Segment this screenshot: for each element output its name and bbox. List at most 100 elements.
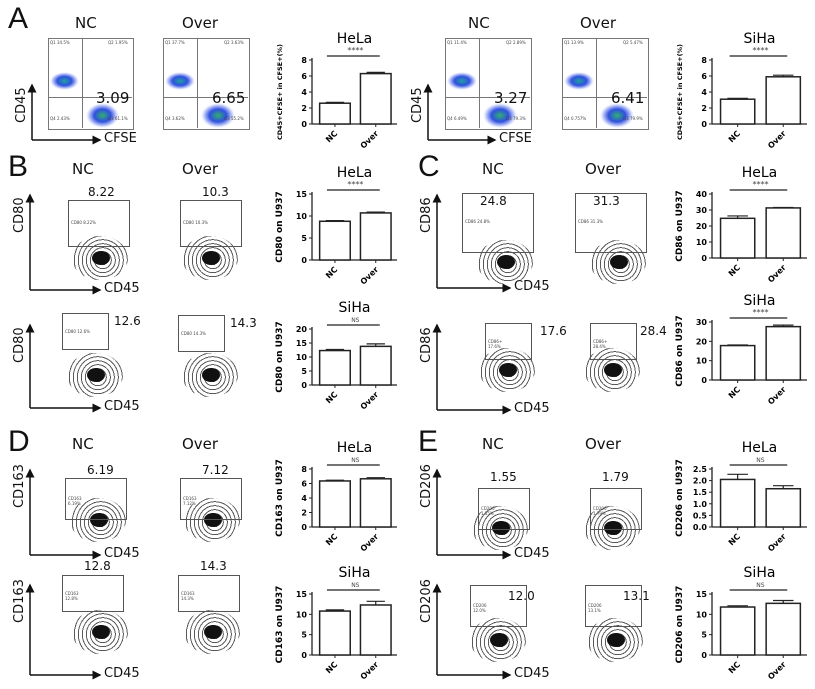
y-axis-label: CD86 — [419, 327, 434, 363]
column-header-over: Over — [182, 160, 219, 178]
quadrant-divider — [197, 38, 198, 128]
bar — [359, 478, 392, 528]
gate-value: 8.22 — [88, 185, 115, 199]
gate-rectangle — [178, 315, 225, 352]
quadrant-label: Q4 3.62% — [165, 116, 185, 121]
y-tick-label: 10 — [696, 238, 708, 247]
gate-label: CD206 12.0% — [473, 603, 487, 613]
bar — [719, 478, 756, 528]
cell-population — [165, 72, 195, 91]
bar-chart: SiHa CD86 on U937 0 10 20 30 NC Over **** — [675, 293, 807, 407]
gate-label: CD86+ 28.4% — [593, 339, 608, 349]
y-tick-label: 15 — [296, 190, 308, 199]
gate-value: 14.3 — [200, 559, 227, 573]
gate-rectangle — [590, 323, 637, 360]
x-tick-label: Over — [359, 129, 381, 151]
y-tick-label: 15 — [296, 339, 308, 348]
bar — [719, 98, 756, 125]
quadrant-divider — [562, 97, 647, 99]
quadrant-divider — [479, 38, 480, 128]
chart-title: SiHa — [339, 565, 371, 581]
bar — [359, 72, 392, 125]
gate-rectangle — [62, 313, 109, 350]
panel-label-c: C — [418, 150, 440, 183]
y-tick-label: 2.5 — [693, 465, 708, 474]
chart-title: HeLa — [742, 165, 778, 181]
y-tick-label: 8 — [301, 56, 307, 65]
contour-core — [490, 633, 508, 647]
gate-label: CD86 24.8% — [465, 219, 490, 224]
y-tick-label: 1.0 — [693, 500, 708, 509]
gate-value: 3.27 — [494, 89, 528, 107]
contour-core — [202, 251, 220, 265]
gate-value: 3.09 — [96, 89, 130, 107]
y-axis-title: CD206 on U937 — [675, 459, 685, 537]
y-tick-label: 4 — [301, 88, 307, 97]
y-tick-label: 4 — [701, 88, 707, 97]
gate-label: CD206 1.79% — [593, 506, 607, 516]
y-tick-label: 10 — [296, 610, 308, 619]
y-axis-label: CD80 — [12, 327, 27, 363]
y-tick-label: 5 — [301, 631, 307, 640]
y-tick-label: 8 — [701, 56, 707, 65]
chart-title: HeLa — [742, 440, 778, 456]
y-tick-label: 0 — [301, 651, 307, 660]
quadrant-label: Q3 79.3% — [506, 116, 526, 121]
significance-label: **** — [752, 46, 768, 55]
y-axis-title: CD86 on U937 — [675, 315, 685, 387]
gate-value: 24.8 — [480, 194, 507, 208]
x-axis-label: CD45 — [104, 399, 140, 414]
y-tick-label: 4 — [301, 494, 307, 503]
quadrant-label: Q2 2.89% — [506, 40, 526, 45]
bar — [719, 217, 756, 259]
y-tick-label: 20 — [696, 222, 708, 231]
cell-population — [50, 72, 80, 91]
x-axis-label: CD45 — [104, 546, 140, 561]
gate-rectangle — [575, 193, 647, 253]
y-tick-label: 20 — [296, 325, 308, 334]
gate-rectangle — [462, 193, 534, 253]
y-axis-label: CD163 — [12, 464, 27, 508]
bar — [359, 604, 392, 656]
chart-title: HeLa — [337, 440, 373, 456]
quadrant-label: Q3 79.9% — [623, 116, 643, 121]
x-tick-label: Over — [766, 660, 788, 682]
bar-chart: HeLa CD45+CFSE+ in CFSE+(%) 0 2 4 6 8 NC Over ***… — [276, 31, 397, 151]
quadrant-label: Q2 5.47% — [623, 40, 643, 45]
x-tick-label: Over — [359, 532, 381, 554]
quadrant-label: Q4 6.49% — [447, 116, 467, 121]
y-tick-label: 2.0 — [693, 477, 708, 486]
significance-label: NS — [351, 457, 359, 464]
column-header-over: Over — [182, 14, 219, 32]
cell-population — [447, 72, 477, 91]
plot-frame — [48, 38, 134, 130]
y-axis-title: CD80 on U937 — [275, 321, 285, 393]
contour-core — [497, 255, 515, 269]
bar-chart: HeLa CD86 on U937 0 10 20 30 40 NC Over **** — [675, 165, 807, 285]
contour-core — [604, 521, 622, 535]
y-tick-label: 0 — [301, 256, 307, 265]
y-tick-label: 10 — [696, 357, 708, 366]
contour-core — [604, 363, 622, 377]
y-tick-label: 10 — [696, 610, 708, 619]
column-header-nc: NC — [482, 435, 504, 453]
chart-title: HeLa — [337, 165, 373, 181]
gate-label: CD80 14.3% — [181, 331, 206, 336]
y-axis-label: CD163 — [12, 579, 27, 623]
quadrant-label: Q4 0.757% — [564, 116, 587, 121]
y-axis-title: CD86 on U937 — [675, 190, 685, 262]
bar — [318, 102, 352, 125]
significance-label: NS — [351, 317, 359, 324]
column-header-over: Over — [585, 160, 622, 178]
y-tick-label: 30 — [696, 206, 708, 215]
y-axis-title: CD45+CFSE+ in CFSE+(%) — [676, 44, 684, 140]
y-tick-label: 5 — [301, 234, 307, 243]
cell-population — [201, 102, 236, 128]
gate-label: CD80 8.22% — [71, 220, 96, 225]
x-axis-label: CFSE — [104, 131, 137, 146]
x-tick-label: Over — [766, 129, 788, 151]
y-tick-label: 2 — [701, 104, 707, 113]
contour-core — [92, 251, 110, 265]
gate-value: 6.19 — [87, 463, 114, 477]
bar — [765, 602, 802, 656]
